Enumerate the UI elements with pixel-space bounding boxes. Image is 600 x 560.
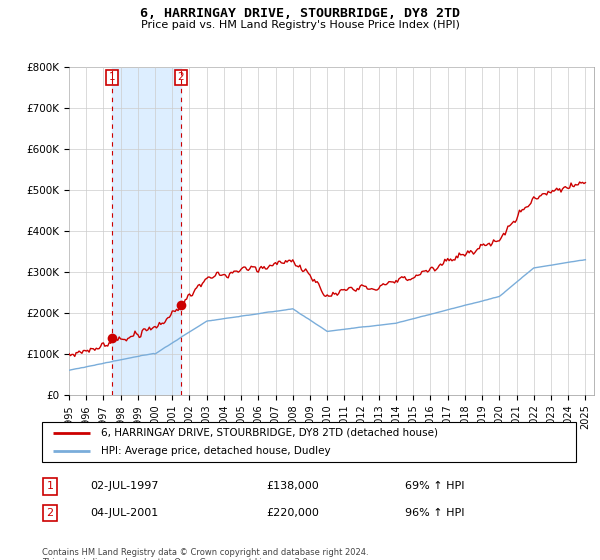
Text: 96% ↑ HPI: 96% ↑ HPI <box>405 508 464 518</box>
Text: Price paid vs. HM Land Registry's House Price Index (HPI): Price paid vs. HM Land Registry's House … <box>140 20 460 30</box>
Text: HPI: Average price, detached house, Dudley: HPI: Average price, detached house, Dudl… <box>101 446 331 456</box>
Text: 04-JUL-2001: 04-JUL-2001 <box>90 508 158 518</box>
Text: 2: 2 <box>46 508 53 518</box>
Text: 2: 2 <box>178 72 184 82</box>
Text: 02-JUL-1997: 02-JUL-1997 <box>90 482 158 492</box>
Text: 1: 1 <box>47 482 53 492</box>
Text: 1: 1 <box>109 72 115 82</box>
Text: 6, HARRINGAY DRIVE, STOURBRIDGE, DY8 2TD: 6, HARRINGAY DRIVE, STOURBRIDGE, DY8 2TD <box>140 7 460 20</box>
Text: £138,000: £138,000 <box>266 482 319 492</box>
Text: £220,000: £220,000 <box>266 508 319 518</box>
Text: 69% ↑ HPI: 69% ↑ HPI <box>405 482 464 492</box>
Text: 6, HARRINGAY DRIVE, STOURBRIDGE, DY8 2TD (detached house): 6, HARRINGAY DRIVE, STOURBRIDGE, DY8 2TD… <box>101 428 438 438</box>
Bar <box>112 67 181 395</box>
Text: Contains HM Land Registry data © Crown copyright and database right 2024.
This d: Contains HM Land Registry data © Crown c… <box>42 548 368 560</box>
